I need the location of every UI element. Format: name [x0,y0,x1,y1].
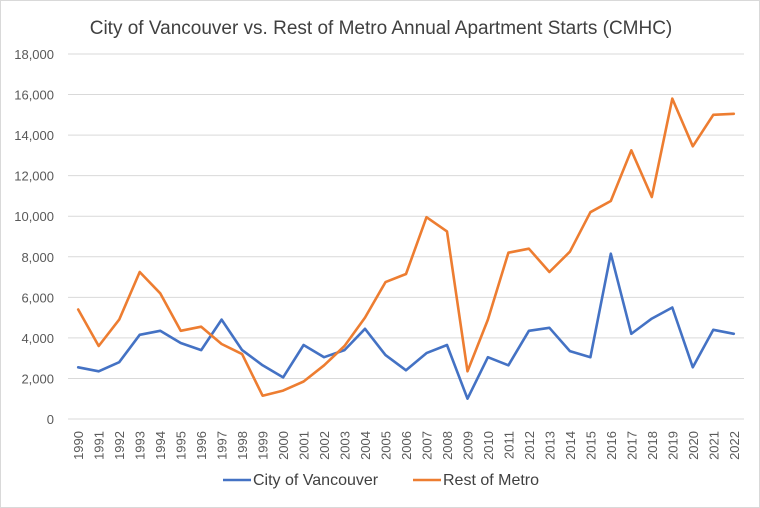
x-tick-label: 2016 [604,431,619,460]
y-tick-label: 2,000 [21,371,54,386]
series-line-0 [76,252,736,401]
legend-label-0: City of Vancouver [253,472,379,489]
x-tick-label: 1994 [153,431,168,460]
x-tick-label: 1996 [194,431,209,460]
x-tick-label: 2001 [297,431,312,460]
y-tick-label: 12,000 [14,169,54,184]
x-tick-label: 2019 [665,431,680,460]
x-tick-label: 1998 [235,431,250,460]
series-line-1 [76,97,736,398]
y-tick-label: 18,000 [14,47,54,62]
y-tick-label: 6,000 [21,290,54,305]
x-tick-label: 2013 [542,431,557,460]
y-axis-tick-labels: 0 2,000 4,000 6,000 8,000 10,000 12,000 14,000 1… [14,47,54,427]
y-tick-label: 8,000 [21,250,54,265]
x-tick-label: 2011 [501,431,516,459]
x-axis-tick-labels: 1990 1991 1992 1993 1994 1995 1996 1997 1998 1999… [71,431,742,460]
x-tick-label: 1991 [92,431,107,460]
x-tick-label: 2018 [645,431,660,460]
x-tick-label: 2015 [583,431,598,460]
x-tick-label: 2020 [686,431,701,460]
x-tick-label: 1992 [112,431,127,460]
y-tick-label: 10,000 [14,209,54,224]
x-tick-label: 1999 [256,431,271,460]
legend-label-1: Rest of Metro [443,472,539,489]
y-tick-label: 16,000 [14,88,54,103]
x-tick-label: 2007 [419,431,434,460]
x-tick-label: 2005 [379,431,394,460]
legend: City of Vancouver Rest of Metro [223,472,539,489]
x-tick-label: 2012 [522,431,537,460]
chart-title: City of Vancouver vs. Rest of Metro Annu… [90,18,673,39]
x-tick-label: 2000 [276,431,291,460]
x-tick-label: 2008 [440,431,455,460]
gridlines [68,53,744,420]
x-tick-label: 2004 [358,431,373,460]
x-tick-label: 2010 [481,431,496,460]
series-lines [76,97,736,401]
x-tick-label: 2009 [460,431,475,460]
y-tick-label: 0 [47,412,54,427]
x-tick-label: 2003 [338,431,353,460]
y-tick-label: 4,000 [21,331,54,346]
x-tick-label: 2017 [624,431,639,460]
x-tick-label: 1997 [215,431,230,460]
x-tick-label: 1993 [133,431,148,460]
x-tick-label: 2014 [563,431,578,460]
x-tick-label: 2006 [399,431,414,460]
x-tick-label: 1995 [174,431,189,460]
x-tick-label: 1990 [71,431,86,460]
x-tick-label: 2002 [317,431,332,460]
x-tick-label: 2021 [706,431,721,460]
x-tick-label: 2022 [727,431,742,460]
y-tick-label: 14,000 [14,128,54,143]
